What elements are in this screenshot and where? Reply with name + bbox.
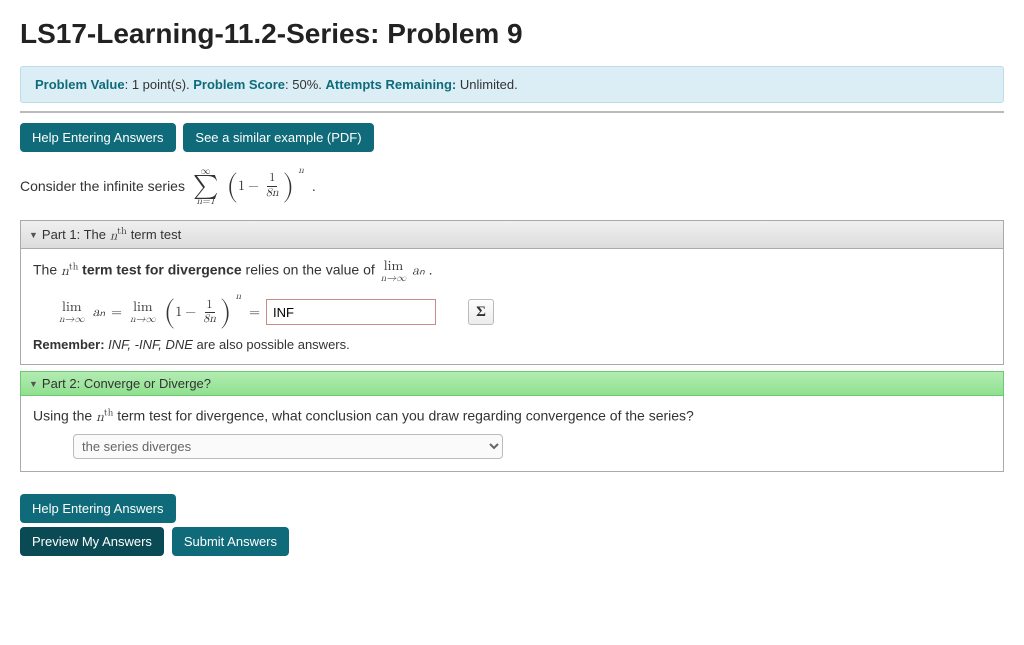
sigma-icon: ∑	[193, 176, 218, 196]
chevron-down-icon: ▼	[29, 230, 38, 240]
answer-row: lim n→∞ aₙ = lim n→∞ ( 1 − 1 8n ) n = Σ	[57, 297, 991, 327]
conclusion-select[interactable]: the series diverges	[73, 434, 503, 459]
score-label: Problem Score	[193, 77, 285, 92]
fraction: 1 8n	[264, 172, 281, 199]
one2: 1	[175, 305, 182, 319]
part1-line1: The nth term test for divergence relies …	[33, 259, 991, 283]
attempts-label: Attempts Remaining:	[326, 77, 457, 92]
part1-header[interactable]: ▼ Part 1: The nth term test	[20, 220, 1004, 249]
similar-example-button[interactable]: See a similar example (PDF)	[183, 123, 373, 152]
divider	[20, 111, 1004, 113]
nth-inline: nth	[61, 264, 78, 278]
nth-inline2: nth	[96, 410, 113, 424]
p2-post: term test for divergence, what conclusio…	[117, 408, 694, 424]
top-button-row: Help Entering Answers See a similar exam…	[20, 123, 1004, 156]
sum-lower: n=1	[196, 196, 214, 206]
math-editor-button[interactable]: Σ	[468, 299, 494, 325]
prompt-lead: Consider the infinite series	[20, 178, 185, 194]
lim-sub: n→∞	[381, 273, 407, 283]
exponent2: n	[236, 290, 242, 302]
eq1: =	[111, 304, 122, 321]
frac-den: 8n	[264, 187, 281, 200]
bottom-button-row: Help Entering Answers Preview My Answers…	[20, 494, 1004, 560]
remember-label: Remember:	[33, 337, 105, 352]
lim-text2: lim	[62, 300, 81, 314]
chevron-down-icon: ▼	[29, 379, 38, 389]
lim-left: lim n→∞	[59, 300, 85, 324]
lim-inline: lim n→∞	[381, 259, 407, 283]
preview-button[interactable]: Preview My Answers	[20, 527, 164, 556]
page-title: LS17-Learning-11.2-Series: Problem 9	[20, 18, 1004, 50]
lim-right: lim n→∞	[130, 300, 156, 324]
problem-prompt: Consider the infinite series ∞ ∑ n=1 ( 1…	[20, 166, 1004, 206]
submit-button[interactable]: Submit Answers	[172, 527, 289, 556]
help-button[interactable]: Help Entering Answers	[20, 123, 176, 152]
nth-term: nth	[110, 225, 127, 244]
p1-bold: term test for divergence	[82, 262, 242, 278]
remember-italic: INF, -INF, DNE	[108, 337, 193, 352]
sigma-sum: ∞ ∑ n=1	[193, 166, 218, 206]
a-n2: aₙ	[93, 304, 106, 321]
paren-expression: ( 1 − 1 8n )	[226, 171, 294, 201]
eq2: =	[249, 304, 260, 321]
part2-title: Part 2: Converge or Diverge?	[42, 376, 211, 391]
period: .	[429, 262, 433, 278]
remember-rest: are also possible answers.	[197, 337, 350, 352]
part2-line: Using the nth term test for divergence, …	[33, 406, 991, 426]
frac-den2: 8n	[201, 313, 218, 326]
p1-post: relies on the value of	[246, 262, 379, 278]
part2-body: Using the nth term test for divergence, …	[20, 396, 1004, 472]
p1-pre: The	[33, 262, 61, 278]
exponent: n	[298, 164, 304, 176]
lim-sub3: n→∞	[130, 314, 156, 324]
part1-title-pre: Part 1: The	[42, 227, 106, 242]
remember-note: Remember: INF, -INF, DNE are also possib…	[33, 337, 991, 352]
attempts: Unlimited.	[460, 77, 518, 92]
one: 1	[238, 179, 245, 193]
help-button-bottom[interactable]: Help Entering Answers	[20, 494, 176, 523]
lim-sub2: n→∞	[59, 314, 85, 324]
minus2: −	[185, 305, 196, 319]
minus: −	[248, 179, 259, 193]
frac-num2: 1	[205, 299, 215, 313]
part2-header[interactable]: ▼ Part 2: Converge or Diverge?	[20, 371, 1004, 396]
frac-num: 1	[267, 172, 277, 186]
part1-body: The nth term test for divergence relies …	[20, 249, 1004, 365]
value: 1 point(s).	[132, 77, 190, 92]
a-n: aₙ	[412, 264, 425, 278]
answer-input[interactable]	[266, 299, 436, 325]
lim-text: lim	[384, 259, 403, 273]
fraction2: 1 8n	[201, 299, 218, 326]
value-label: Problem Value	[35, 77, 125, 92]
paren-expression2: ( 1 − 1 8n )	[164, 297, 232, 327]
p2-pre: Using the	[33, 408, 96, 424]
score-bar: Problem Value: 1 point(s). Problem Score…	[20, 66, 1004, 103]
score: 50%.	[292, 77, 322, 92]
trail-dot: .	[312, 178, 316, 194]
lim-text3: lim	[133, 300, 152, 314]
part1-title-post: term test	[131, 227, 182, 242]
